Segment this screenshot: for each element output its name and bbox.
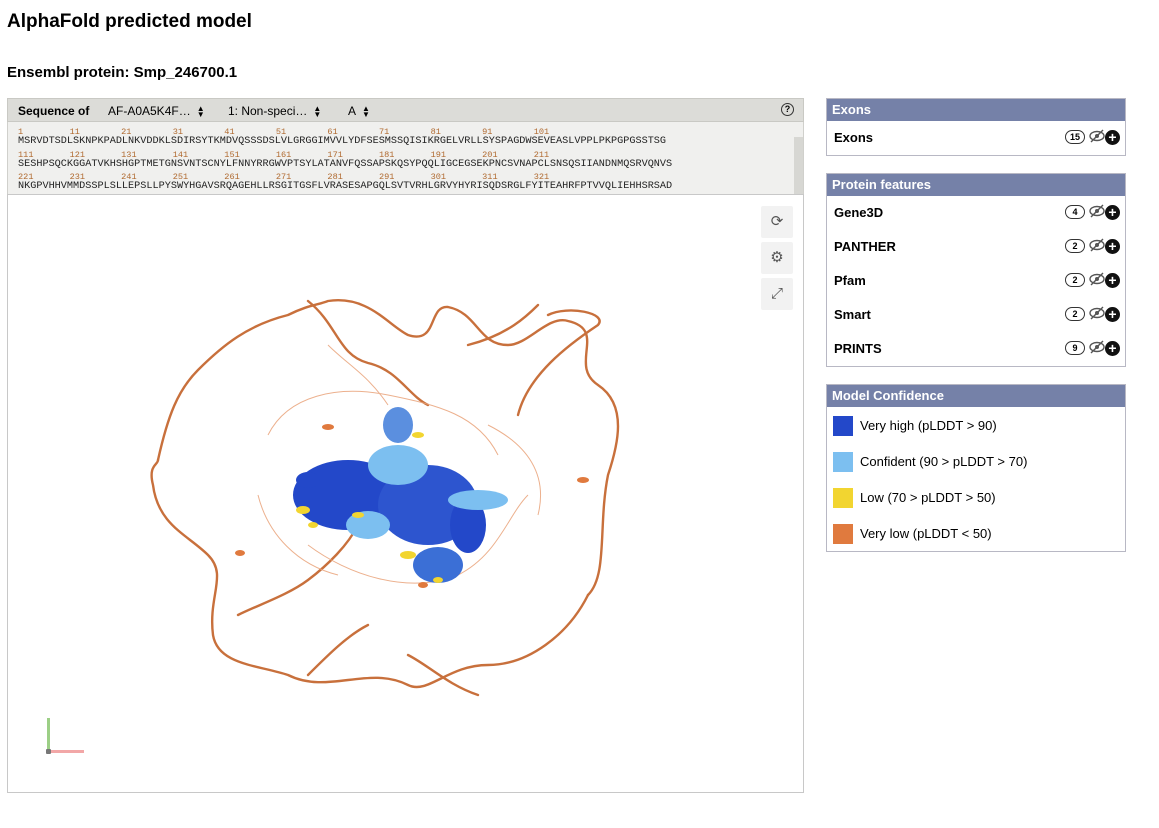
protein-structure-render[interactable] <box>8 195 803 792</box>
confidence-label: Low (70 > pLDDT > 50) <box>860 490 996 505</box>
structure-viewer[interactable]: ⟳ ⚙ ⤢ <box>7 194 804 793</box>
track-name: Smart <box>834 307 871 322</box>
eye-slash-icon[interactable] <box>1088 340 1106 354</box>
exons-panel-title: Exons <box>827 99 1125 121</box>
count-badge: 15 <box>1065 130 1085 144</box>
plus-icon[interactable]: + <box>1105 307 1120 322</box>
features-panel-title: Protein features <box>827 174 1125 196</box>
confidence-legend-item: Low (70 > pLDDT > 50) <box>827 479 1125 515</box>
track-name: PANTHER <box>834 239 896 254</box>
sequence-label: Sequence of <box>18 104 90 118</box>
confidence-panel-title: Model Confidence <box>827 385 1125 407</box>
count-badge: 2 <box>1065 239 1085 253</box>
exons-panel: Exons Exons 15 + <box>826 98 1126 156</box>
y-axis-indicator <box>47 718 50 752</box>
axis-origin <box>46 749 51 754</box>
color-swatch <box>833 488 853 508</box>
plus-icon[interactable]: + <box>1105 205 1120 220</box>
sequence-residues[interactable]: MSRVDTSDLSKNPKPADLNKVDDKLSDIRSYTKMDVQSSS… <box>18 136 667 147</box>
track-name: Gene3D <box>834 205 884 220</box>
confidence-legend-item: Very high (pLDDT > 90) <box>827 407 1125 443</box>
color-swatch <box>833 524 853 544</box>
sequence-residues[interactable]: NKGPVHHVMMDSSPLSLLEPSLLPYSWYHGAVSRQAGEHL… <box>18 181 673 192</box>
track-row-gene3d: Gene3D 4 + <box>827 196 1125 230</box>
eye-slash-icon[interactable] <box>1088 238 1106 252</box>
plus-icon[interactable]: + <box>1105 341 1120 356</box>
count-badge: 4 <box>1065 205 1085 219</box>
eye-slash-icon[interactable] <box>1088 272 1106 286</box>
count-badge: 9 <box>1065 341 1085 355</box>
count-badge: 2 <box>1065 307 1085 321</box>
eye-slash-icon[interactable] <box>1088 129 1106 143</box>
track-row-exons: Exons 15 + <box>827 121 1125 155</box>
expand-icon[interactable]: ⤢ <box>761 278 793 310</box>
track-row-pfam: Pfam 2 + <box>827 264 1125 298</box>
model-select-value: AF-A0A5K4F… <box>108 104 191 118</box>
entity-select[interactable]: 1: Non-speci… ▲ ▼ <box>228 104 321 118</box>
eye-slash-icon[interactable] <box>1088 204 1106 218</box>
sequence-numbers: 111 121 131 141 151 161 171 181 191 201 … <box>18 150 550 160</box>
color-swatch <box>833 416 853 436</box>
track-row-panther: PANTHER 2 + <box>827 230 1125 264</box>
protein-features-panel: Protein features Gene3D 4 + PANTHER 2 + … <box>826 173 1126 367</box>
help-icon[interactable]: ? <box>781 103 794 116</box>
eye-slash-icon[interactable] <box>1088 306 1106 320</box>
updown-icon: ▲ ▼ <box>362 103 370 119</box>
sequence-numbers: 1 11 21 31 41 51 61 71 81 91 101 <box>18 127 550 137</box>
sequence-panel[interactable]: 1 11 21 31 41 51 61 71 81 91 101 MSRVDTS… <box>7 122 804 194</box>
chain-select-value: A <box>348 104 357 118</box>
x-axis-indicator <box>49 750 84 753</box>
track-name: Exons <box>834 130 874 145</box>
plus-icon[interactable]: + <box>1105 130 1120 145</box>
confidence-legend-item: Confident (90 > pLDDT > 70) <box>827 443 1125 479</box>
sequence-toolbar: Sequence of AF-A0A5K4F… ▲ ▼ 1: Non-speci… ▲… <box>7 98 804 122</box>
sequence-scrollbar[interactable] <box>794 137 803 194</box>
sequence-numbers: 221 231 241 251 261 271 281 291 301 311 … <box>18 172 550 182</box>
page-title: AlphaFold predicted model <box>7 11 252 32</box>
track-name: PRINTS <box>834 341 882 356</box>
page-subtitle: Ensembl protein: Smp_246700.1 <box>7 64 238 81</box>
entity-select-value: 1: Non-speci… <box>228 104 308 118</box>
track-name: Pfam <box>834 273 866 288</box>
track-row-prints: PRINTS 9 + <box>827 332 1125 366</box>
chain-select[interactable]: A ▲ ▼ <box>348 104 370 118</box>
plus-icon[interactable]: + <box>1105 273 1120 288</box>
updown-icon: ▲ ▼ <box>196 103 205 119</box>
color-swatch <box>833 452 853 472</box>
plus-icon[interactable]: + <box>1105 239 1120 254</box>
confidence-legend-item: Very low (pLDDT < 50) <box>827 515 1125 551</box>
model-confidence-panel: Model Confidence Very high (pLDDT > 90) … <box>826 384 1126 552</box>
model-select[interactable]: AF-A0A5K4F… ▲ ▼ <box>108 104 205 118</box>
reset-icon[interactable]: ⟳ <box>761 206 793 238</box>
confidence-label: Very low (pLDDT < 50) <box>860 526 992 541</box>
settings-icon[interactable]: ⚙ <box>761 242 793 274</box>
count-badge: 2 <box>1065 273 1085 287</box>
updown-icon: ▲ ▼ <box>313 103 322 119</box>
confidence-label: Confident (90 > pLDDT > 70) <box>860 454 1028 469</box>
sequence-residues[interactable]: SESHPSQCKGGATVKHSHGPTMETGNSVNTSCNYLFNNYR… <box>18 159 673 170</box>
track-row-smart: Smart 2 + <box>827 298 1125 332</box>
confidence-label: Very high (pLDDT > 90) <box>860 418 997 433</box>
